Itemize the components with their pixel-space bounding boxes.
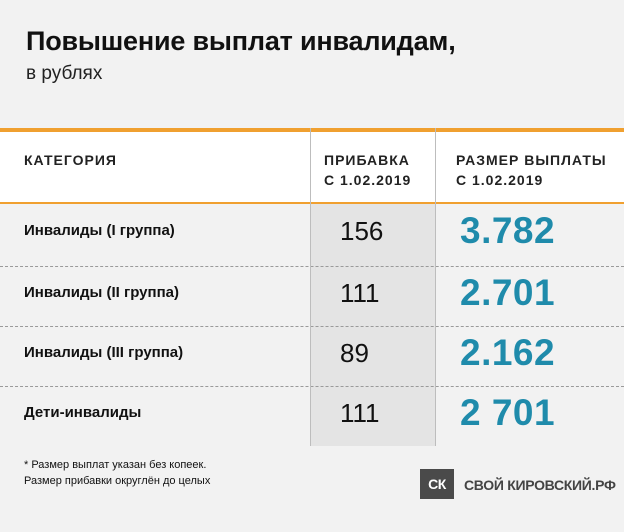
table-row: Инвалиды (II группа) 111 2.701 (0, 266, 624, 324)
header-category-label: КАТЕГОРИЯ (24, 152, 117, 168)
table-header: КАТЕГОРИЯ ПРИБАВКА С 1.02.2019 РАЗМЕР ВЫ… (0, 132, 624, 204)
header-amount-line1: РАЗМЕР ВЫПЛАТЫ (456, 152, 607, 168)
column-divider (435, 128, 436, 446)
header-amount: РАЗМЕР ВЫПЛАТЫ С 1.02.2019 (456, 150, 607, 190)
row-separator (0, 266, 624, 267)
header-increase-line1: ПРИБАВКА (324, 152, 410, 168)
column-divider (310, 128, 311, 446)
row-increase: 89 (340, 338, 369, 368)
row-category: Дети-инвалиды (24, 404, 142, 421)
row-amount: 3.782 (460, 210, 556, 251)
top-accent-line (0, 128, 624, 132)
table-row: Дети-инвалиды 111 2 701 (0, 386, 624, 444)
row-increase: 156 (340, 216, 384, 246)
footnote-rounding: Размер прибавки округлён до целых (24, 475, 211, 487)
header-amount-line2: С 1.02.2019 (456, 172, 544, 188)
row-separator (0, 326, 624, 327)
table-row: Инвалиды (III группа) 89 2.162 (0, 326, 624, 384)
increase-column-shade (311, 204, 435, 446)
page-subtitle: в рублях (26, 63, 103, 84)
row-category: Инвалиды (I группа) (24, 222, 175, 239)
site-logo-text: СВОЙ КИРОВСКИЙ.РФ (464, 477, 616, 493)
header-increase: ПРИБАВКА С 1.02.2019 (324, 150, 411, 190)
table-body: Инвалиды (I группа) 156 3.782 Инвалиды (… (0, 204, 624, 446)
row-amount: 2.701 (460, 272, 556, 313)
row-increase: 111 (340, 398, 380, 428)
header-increase-line2: С 1.02.2019 (324, 172, 412, 188)
row-amount: 2 701 (460, 392, 556, 433)
row-increase: 111 (340, 278, 380, 308)
row-amount: 2.162 (460, 332, 556, 373)
header-category: КАТЕГОРИЯ (24, 150, 117, 170)
row-separator (0, 386, 624, 387)
footnote-payments: * Размер выплат указан без копеек. (24, 459, 207, 471)
page-title: Повышение выплат инвалидам, (26, 26, 456, 56)
row-category: Инвалиды (II группа) (24, 284, 179, 301)
table-row: Инвалиды (I группа) 156 3.782 (0, 204, 624, 262)
sk-logo-icon: СК (420, 469, 454, 499)
payments-table: КАТЕГОРИЯ ПРИБАВКА С 1.02.2019 РАЗМЕР ВЫ… (0, 128, 624, 446)
row-category: Инвалиды (III группа) (24, 344, 184, 361)
